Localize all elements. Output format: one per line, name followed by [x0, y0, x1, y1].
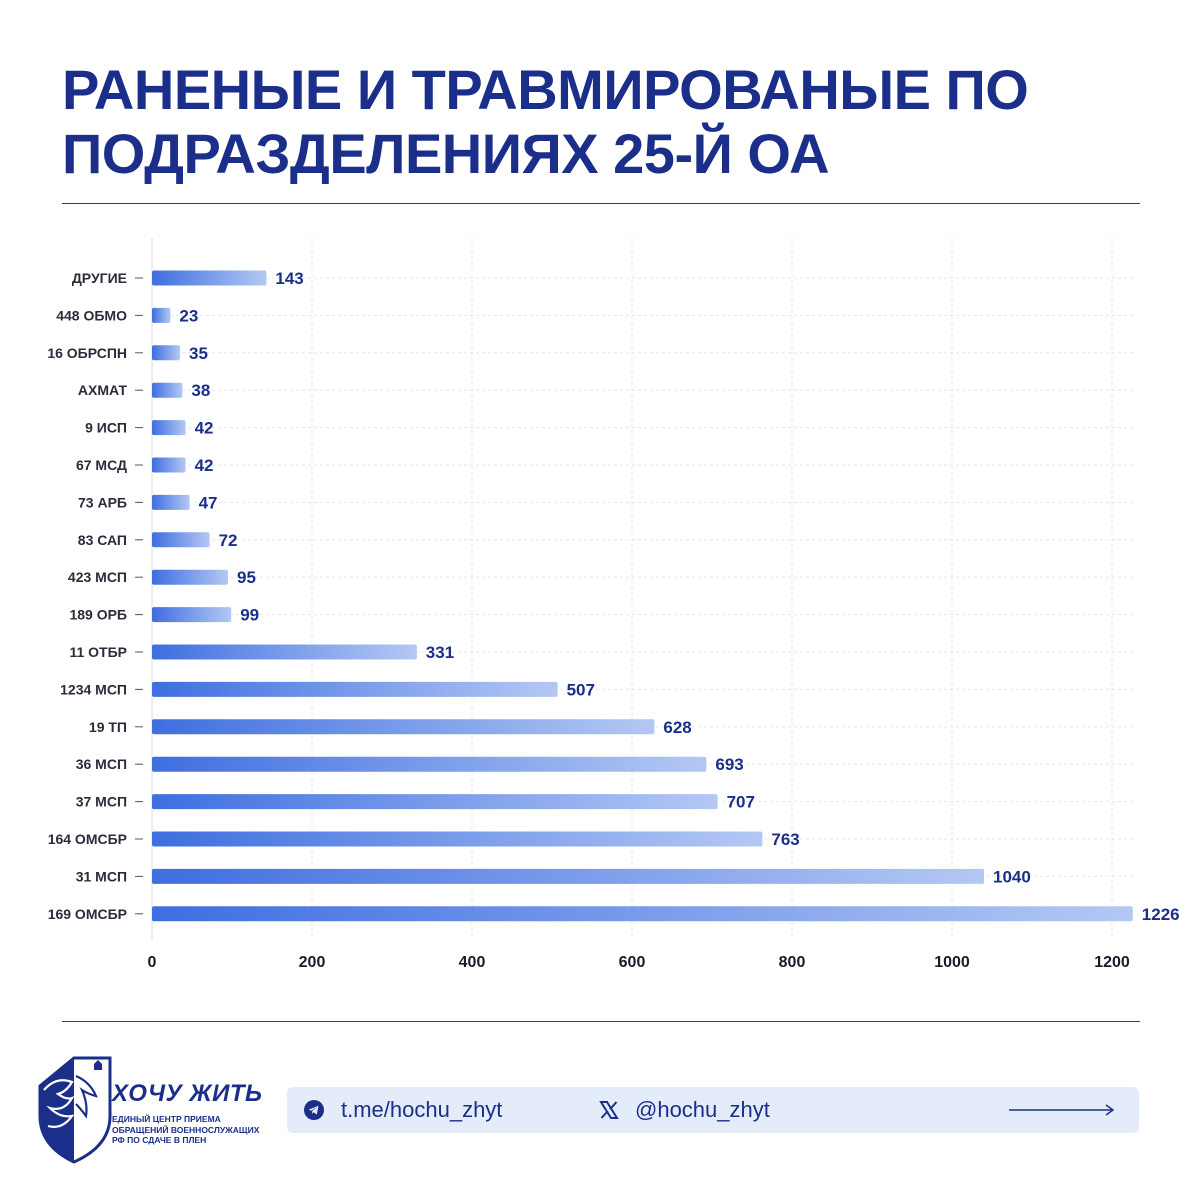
category-label: 37 МСП — [76, 794, 127, 810]
x-tick-label: 1200 — [1094, 954, 1130, 971]
page-title-line-1: РАНЕНЫЕ И ТРАВМИРОВАНЫЕ ПО — [62, 58, 1029, 121]
value-label: 143 — [275, 269, 303, 288]
bar — [152, 569, 228, 585]
value-label: 38 — [191, 381, 210, 400]
category-label: 164 ОМСБР — [48, 831, 127, 847]
category-label: 448 ОБМО — [56, 307, 127, 323]
category-label: ДРУГИЕ — [72, 270, 127, 286]
bar — [152, 831, 763, 847]
shield-eagle-icon — [38, 1056, 112, 1164]
bar — [152, 681, 558, 697]
brand-subtitle-line: ОБРАЩЕНИЙ ВОЕННОСЛУЖАЩИХ — [112, 1124, 260, 1135]
bar-chart: 0 200 400 600 800 1000 1200 ДРУГИЕ 143 448 ОБМО 23… — [47, 238, 1180, 971]
contact-bar: t.me/hochu_zhyt @hochu_zhyt — [287, 1087, 1139, 1133]
telegram-icon — [304, 1100, 324, 1120]
bar — [152, 532, 210, 548]
x-tick-label: 600 — [619, 954, 646, 971]
value-label: 23 — [179, 306, 198, 325]
value-label: 331 — [426, 643, 454, 662]
value-label: 707 — [727, 793, 755, 812]
category-label: 1234 МСП — [60, 681, 127, 697]
category-label: 169 ОМСБР — [48, 906, 127, 922]
value-label: 72 — [219, 531, 238, 550]
brand-subtitle-line: РФ ПО СДАЧЕ В ПЛЕН — [112, 1135, 207, 1145]
telegram-link-text: t.me/hochu_zhyt — [341, 1097, 503, 1122]
value-label: 1040 — [993, 867, 1031, 886]
category-label: 83 САП — [78, 532, 127, 548]
bar — [152, 906, 1133, 922]
chart-labels: 0 200 400 600 800 1000 1200 ДРУГИЕ 143 448 ОБМО 23… — [47, 269, 1179, 971]
brand-name: ХОЧУ ЖИТЬ — [112, 1080, 263, 1107]
x-tick-label: 800 — [779, 954, 806, 971]
value-label: 99 — [240, 606, 259, 625]
chart-bars — [152, 270, 1133, 922]
chart-axes — [135, 238, 153, 940]
value-label: 42 — [195, 419, 214, 438]
x-tick-label: 400 — [459, 954, 486, 971]
top-divider — [62, 203, 1140, 204]
category-label: 189 ОРБ — [69, 607, 127, 623]
x-logo-icon — [599, 1101, 619, 1119]
bar — [152, 868, 984, 884]
value-label: 507 — [567, 680, 595, 699]
bar — [152, 307, 171, 323]
value-label: 763 — [771, 830, 799, 849]
value-label: 47 — [199, 493, 218, 512]
bar — [152, 756, 707, 772]
bar — [152, 345, 180, 361]
value-label: 1226 — [1142, 905, 1180, 924]
category-label: 73 АРБ — [78, 494, 127, 510]
page-title: РАНЕНЫЕ И ТРАВМИРОВАНЫЕ ПО ПОДРАЗДЕЛЕНИЯ… — [62, 58, 1142, 186]
category-label: 67 МСД — [76, 457, 127, 473]
x-tick-label: 1000 — [934, 954, 970, 971]
bar — [152, 644, 417, 660]
bar — [152, 382, 183, 398]
bar — [152, 607, 232, 623]
x-link[interactable]: @hochu_zhyt — [599, 1087, 770, 1133]
category-label: 11 ОТБР — [69, 644, 127, 660]
bottom-divider — [62, 1021, 1140, 1022]
bar — [152, 494, 190, 510]
brand-subtitle-line: ЕДИНЫЙ ЦЕНТР ПРИЕМА — [112, 1114, 221, 1124]
category-label: 423 МСП — [68, 569, 127, 585]
category-label: 36 МСП — [76, 756, 127, 772]
bar — [152, 794, 718, 810]
telegram-link[interactable]: t.me/hochu_zhyt — [303, 1087, 502, 1133]
brand-logo: ХОЧУ ЖИТЬ ЕДИНЫЙ ЦЕНТР ПРИЕМА ОБРАЩЕНИЙ … — [36, 1056, 276, 1166]
x-tick-label: 0 — [148, 954, 157, 971]
bar — [152, 420, 186, 436]
value-label: 42 — [195, 456, 214, 475]
page-title-line-2: ПОДРАЗДЕЛЕНИЯХ 25-Й ОА — [62, 122, 830, 185]
x-tick-label: 200 — [299, 954, 326, 971]
arrow-right-icon — [1009, 1104, 1115, 1116]
category-label: 19 ТП — [89, 719, 127, 735]
bar — [152, 719, 655, 735]
value-label: 35 — [189, 344, 208, 363]
category-label: 31 МСП — [76, 868, 127, 884]
value-label: 628 — [663, 718, 691, 737]
value-label: 693 — [715, 755, 743, 774]
brand-subtitle: ЕДИНЫЙ ЦЕНТР ПРИЕМА ОБРАЩЕНИЙ ВОЕННОСЛУЖ… — [112, 1114, 292, 1146]
category-label: АХМАТ — [78, 382, 128, 398]
x-link-text: @hochu_zhyt — [635, 1097, 770, 1122]
value-label: 95 — [237, 568, 256, 587]
bar — [152, 270, 267, 286]
category-label: 16 ОБРСПН — [47, 345, 127, 361]
category-label: 9 ИСП — [85, 420, 127, 436]
bar — [152, 457, 186, 473]
